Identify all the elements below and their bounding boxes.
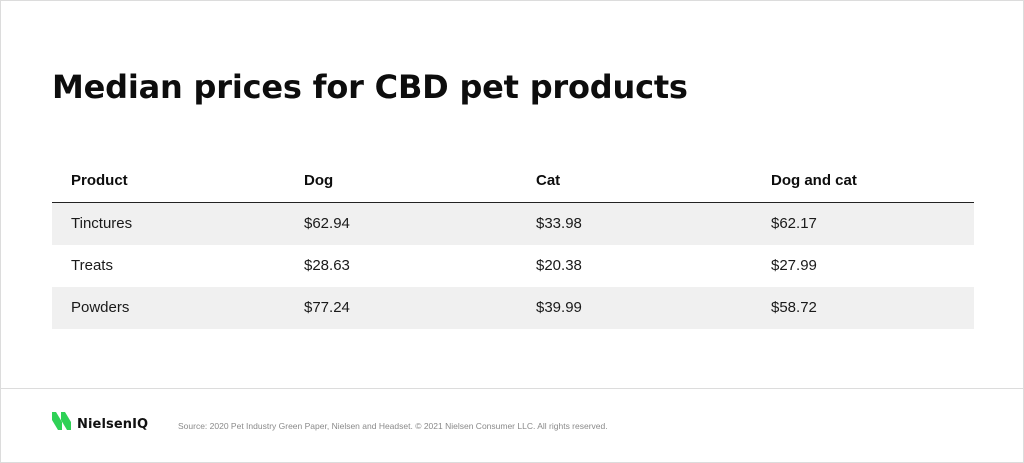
column-header-product: Product <box>71 172 128 189</box>
table-row-tinctures: Tinctures $62.94 $33.98 $62.17 <box>52 203 974 245</box>
table-row-powders: Powders $77.24 $39.99 $58.72 <box>52 287 974 329</box>
table-cell-dog-and-cat: $62.17 <box>771 215 817 232</box>
column-header-dog-and-cat: Dog and cat <box>771 172 857 189</box>
table-cell-product: Tinctures <box>71 215 133 232</box>
table-cell-cat: $20.38 <box>536 257 582 274</box>
logo-wordmark: NielsenIQ <box>77 416 149 432</box>
table-cell-dog-and-cat: $27.99 <box>771 257 817 274</box>
table-cell-dog: $77.24 <box>304 299 350 316</box>
source-note: Source: 2020 Pet Industry Green Paper, N… <box>178 421 608 431</box>
table-cell-product: Powders <box>71 299 130 316</box>
table-cell-dog: $28.63 <box>304 257 350 274</box>
nielseniq-logo: NielsenIQ <box>51 409 148 433</box>
table-header-row: Product Dog Cat Dog and cat <box>52 160 974 203</box>
table-cell-product: Treats <box>71 257 113 274</box>
table-cell-cat: $33.98 <box>536 215 582 232</box>
table-row-treats: Treats $28.63 $20.38 $27.99 <box>52 245 974 287</box>
column-header-dog: Dog <box>304 172 334 189</box>
table-cell-dog-and-cat: $58.72 <box>771 299 817 316</box>
table-cell-dog: $62.94 <box>304 215 350 232</box>
nielseniq-logo-icon <box>51 410 73 432</box>
column-header-cat: Cat <box>536 172 561 189</box>
table-cell-cat: $39.99 <box>536 299 582 316</box>
chart-title: Median prices for CBD pet products <box>52 68 688 106</box>
price-table: Product Dog Cat Dog and cat Tinctures $6… <box>52 160 974 329</box>
footer-divider <box>1 388 1023 389</box>
